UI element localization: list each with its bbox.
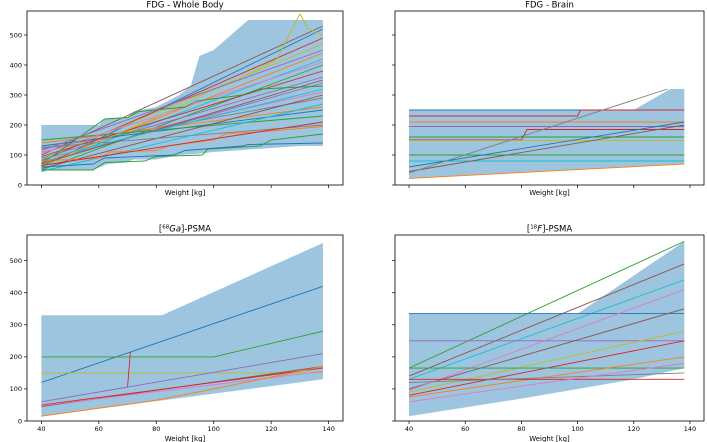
subplot-4: 40 60 80 100 120 140 [18F]-PSMA Weight [kg] bbox=[392, 225, 705, 442]
series-line-f07 bbox=[408, 289, 685, 391]
y-tick-label: 500 bbox=[10, 257, 22, 265]
range-band bbox=[409, 89, 685, 179]
series-line-f11 bbox=[408, 356, 685, 398]
x-axis-label: Weight [kg] bbox=[165, 435, 206, 442]
series-line-wb05 bbox=[41, 76, 324, 159]
y-tick-label: 0 bbox=[18, 181, 22, 189]
x-tick-label: 100 bbox=[208, 425, 220, 433]
axes-frame bbox=[394, 234, 705, 422]
series-line-wb28 bbox=[41, 88, 324, 160]
series-line-ga04 bbox=[127, 352, 131, 388]
x-axis-label: Weight [kg] bbox=[529, 435, 570, 442]
series-line-wb27 bbox=[41, 79, 324, 165]
series-line-wb14 bbox=[41, 70, 324, 157]
series-line-ga09 bbox=[41, 366, 323, 417]
series-line-wb26 bbox=[41, 49, 324, 151]
y-tick-label: 100 bbox=[10, 385, 22, 393]
series-line-ga01 bbox=[41, 285, 324, 383]
series-line-wb20 bbox=[41, 103, 324, 172]
series-line-wb22 bbox=[41, 142, 323, 168]
series-line-ga02 bbox=[41, 330, 324, 358]
x-tick-label: 80 bbox=[517, 425, 525, 433]
subplot-2: FDG - Brain Weight [kg] bbox=[392, 1, 705, 197]
series-line-wb16 bbox=[41, 94, 324, 169]
range-band bbox=[41, 243, 323, 417]
x-tick-label: 140 bbox=[322, 425, 334, 433]
series-line-br13 bbox=[408, 163, 685, 179]
x-tick-label: 60 bbox=[95, 425, 103, 433]
series-line-br04 bbox=[409, 129, 685, 141]
axes-frame bbox=[26, 234, 344, 422]
x-tick-label: 40 bbox=[405, 425, 413, 433]
series-line-br10 bbox=[408, 121, 685, 168]
series-line-f02 bbox=[408, 263, 685, 377]
series-line-f06 bbox=[408, 308, 685, 390]
series-line-br02 bbox=[409, 109, 685, 117]
y-tick-label: 500 bbox=[10, 31, 22, 39]
series-line-f03 bbox=[408, 279, 685, 380]
y-tick-label: 200 bbox=[10, 121, 22, 129]
y-tick-label: 200 bbox=[10, 353, 22, 361]
series-line-wb12 bbox=[41, 106, 323, 144]
x-tick-label: 120 bbox=[265, 425, 277, 433]
subplot-title: [68Ga]-PSMA bbox=[159, 225, 211, 235]
y-tick-label: 300 bbox=[10, 91, 22, 99]
x-axis-label: Weight [kg] bbox=[165, 189, 206, 197]
series-line-f01 bbox=[408, 240, 685, 369]
series-line-ga08 bbox=[41, 370, 323, 407]
series-line-wb17 bbox=[41, 61, 324, 154]
series-line-f13 bbox=[408, 372, 685, 383]
y-tick-label: 300 bbox=[10, 321, 22, 329]
subplot-title: [18F]-PSMA bbox=[527, 225, 572, 235]
subplot-title: FDG - Whole Body bbox=[146, 1, 223, 11]
x-tick-label: 40 bbox=[37, 425, 45, 433]
series-line-wb19 bbox=[41, 13, 324, 168]
subplot-title: FDG - Brain bbox=[525, 1, 574, 11]
y-tick-label: 400 bbox=[10, 289, 22, 297]
subplot-3: 40 60 80 100 120 140 0 100 200 300 400 500 [68Ga]-PS… bbox=[10, 225, 344, 442]
x-tick-label: 120 bbox=[628, 425, 640, 433]
series-line-wb18 bbox=[41, 124, 323, 148]
series-line-wb13 bbox=[41, 115, 323, 141]
range-band bbox=[409, 241, 685, 417]
series-line-br11 bbox=[408, 124, 685, 172]
y-tick-label: 400 bbox=[10, 61, 22, 69]
x-tick-label: 80 bbox=[152, 425, 160, 433]
y-tick-label: 0 bbox=[18, 417, 22, 425]
subplot-1: 0 100 200 300 400 500 FDG - Whole Body Weight [… bbox=[10, 1, 344, 197]
series-line-ga07 bbox=[41, 367, 323, 406]
series-line-wb15 bbox=[41, 82, 324, 163]
series-line-ga05 bbox=[41, 353, 323, 403]
x-tick-label: 100 bbox=[571, 425, 583, 433]
series-line-wb21 bbox=[41, 133, 323, 171]
series-line-f08 bbox=[408, 330, 685, 393]
x-axis-label: Weight [kg] bbox=[529, 189, 570, 197]
series-line-wb24 bbox=[41, 85, 323, 165]
axes-frame bbox=[26, 10, 344, 186]
series-line-f14 bbox=[408, 362, 685, 403]
x-tick-label: 60 bbox=[461, 425, 469, 433]
axes-frame bbox=[394, 10, 705, 186]
series-line-br12 bbox=[408, 88, 668, 174]
series-line-wb25 bbox=[41, 121, 323, 166]
series-line-wb02 bbox=[41, 52, 324, 165]
x-tick-label: 140 bbox=[684, 425, 696, 433]
y-tick-label: 100 bbox=[10, 151, 22, 159]
